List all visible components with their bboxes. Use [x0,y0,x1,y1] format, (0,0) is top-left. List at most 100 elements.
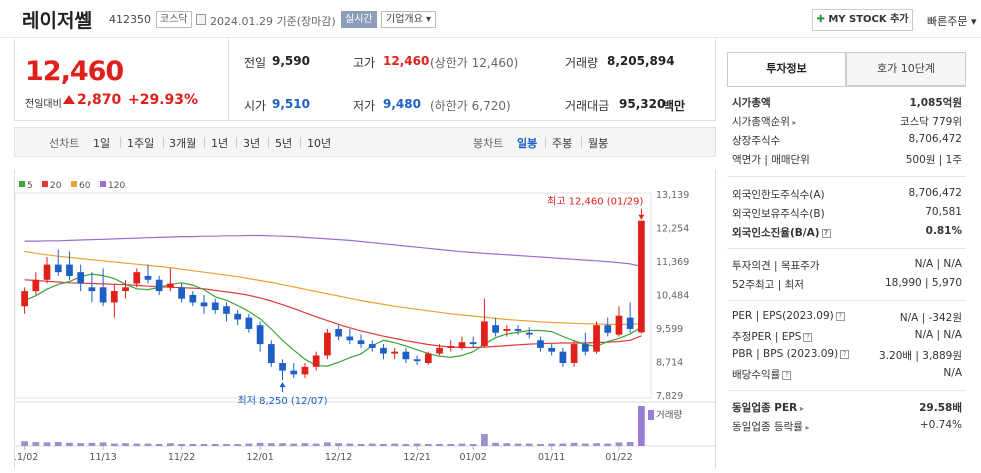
volume-bar [559,443,567,446]
candle-body [447,345,455,348]
divider [581,137,582,148]
market-tag: 코스닥 [156,11,192,28]
divider [204,137,205,148]
volume-bar [581,443,589,446]
candle-body [99,287,107,303]
candle-body [178,287,185,299]
range-1w[interactable]: 1주일 [127,137,155,150]
info-row-opinion: 투자의견 | 목표주가 N/A | N/A [732,258,962,274]
range-1d[interactable]: 1일 [93,137,111,150]
divider [236,137,237,148]
candle-body [122,287,129,292]
volume-bar [503,443,511,446]
candle-body [357,340,365,345]
quick-order-dropdown[interactable]: 빠른주문 ▾ [927,15,977,28]
candle-daily[interactable]: 일봉 [517,137,538,150]
volume-bar [346,443,354,446]
tab-hoga[interactable]: 호가 10단계 [846,52,966,86]
tab-invest-info[interactable]: 투자정보 [727,52,846,86]
volume-bar [548,443,556,446]
ind-per-text: 동일업종 PER [732,402,798,414]
current-price: 12,460 [25,56,124,87]
candle-monthly[interactable]: 월봉 [588,137,609,150]
high-value: 12,460 [383,54,430,68]
candle-body [133,272,141,284]
help-icon[interactable]: ? [803,332,813,342]
legend-swatch [42,181,48,187]
candle-body [234,313,242,320]
divider [727,86,966,87]
candle-body [245,317,253,329]
help-icon[interactable]: ? [840,349,850,359]
foreign-ratio-text: 외국인소진율(B/A) [732,227,820,239]
price-change-pct: +29.93% [128,92,199,108]
volume-bar [21,441,28,446]
realtime-button[interactable]: 실시간 [341,11,377,28]
info-row-cap-rank: 시가총액순위 ▸ 코스닥 779위 [732,114,962,130]
stock-title: 레이저쎌 [22,10,92,32]
range-3y[interactable]: 3년 [243,137,261,150]
info-row-industry-rate: 동일업종 등락률 ▸ +0.74% [732,419,962,435]
candle-body [458,342,466,348]
candle-body [559,351,567,364]
candle-body [167,283,174,288]
per-text: PER | EPS(2023.09) [732,310,834,322]
ind-rate-label: 동일업종 등락률 ▸ [732,419,810,434]
range-5y[interactable]: 5년 [275,137,293,150]
base-date: 2024.01.29 기준(장마감) [210,15,336,28]
cap-rank-value: 코스닥 779위 [899,116,962,128]
candle-body [413,359,421,362]
volume-bar [133,443,141,446]
ind-per-label: 동일업종 PER ▸ [732,400,804,415]
candle-body [301,366,309,375]
stock-header: 레이저쎌 412350 코스닥 2024.01.29 기준(장마감) 실시간 기… [0,0,981,38]
ind-rate-text: 동일업종 등락률 [732,421,803,433]
help-icon[interactable]: ? [835,311,845,321]
w52-value: 18,990 | 5,970 [884,277,962,289]
candle-body [267,344,275,364]
candle-weekly[interactable]: 주봉 [552,137,573,150]
candle-body [391,351,399,354]
range-3m[interactable]: 3개월 [169,137,197,150]
candle-body [346,336,354,341]
cap-rank-label[interactable]: 시가총액순위 ▸ [732,114,797,129]
volume-value: 8,205,894 [607,54,675,68]
opinion-label: 투자의견 | 목표주가 [732,260,820,272]
high-annotation: 최고 12,460 (01/29) [547,196,643,208]
par-value: 500원 | 1주 [905,154,962,166]
candle-body [290,370,298,375]
range-10y[interactable]: 10년 [307,137,332,150]
y-tick-label: 10,484 [656,291,689,302]
candle-body [54,264,62,273]
low-label: 저가 [353,99,376,113]
ma120-line [24,234,642,268]
corp-info-dropdown[interactable]: 기업개요 ▾ [381,11,436,28]
ma60-line [24,250,642,325]
candle-body [593,325,600,352]
document-icon [196,14,206,25]
help-icon[interactable]: ? [821,228,831,238]
line-chart-label: 선차트 [49,137,80,150]
divider [163,137,164,148]
info-row-est-per: 추정PER | EPS? N/A | N/A [732,329,962,345]
volume-bar [200,444,208,446]
info-row-par: 액면가 | 매매단위 500원 | 1주 [732,152,962,168]
volume-bar [110,443,118,446]
mystock-add-button[interactable]: ✚ MY STOCK 추가 [812,9,913,31]
volume-bar [77,443,85,446]
chevron-right-icon: ▸ [802,423,810,432]
candle-body [481,321,488,346]
ind-rate-value: +0.74% [919,419,962,431]
open-value: 9,510 [272,97,310,111]
amount-label: 거래대금 [565,99,610,113]
high-arrow-icon [638,214,645,220]
candle-body [380,347,387,354]
volume-bar [447,444,455,446]
per-value: N/A | -342원 [899,312,962,324]
help-icon[interactable]: ? [782,370,792,380]
candle-body [77,272,85,284]
info-row-foreign-ratio: 외국인소진율(B/A)? 0.81% [732,225,962,241]
range-1y[interactable]: 1년 [211,137,229,150]
candle-body [32,279,40,292]
divider [300,137,301,148]
